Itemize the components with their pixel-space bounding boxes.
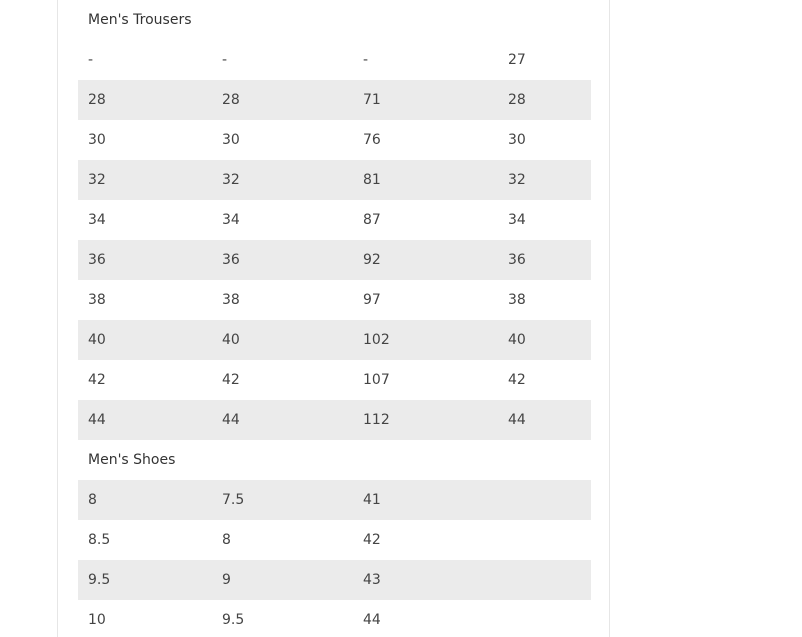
table-row: 42 42 107 42 bbox=[78, 360, 591, 400]
table-cell: 41 bbox=[363, 492, 381, 508]
table-cell: 40 bbox=[508, 332, 526, 348]
table-cell: 30 bbox=[508, 132, 526, 148]
table-cell: 36 bbox=[508, 252, 526, 268]
table-cell: 44 bbox=[222, 412, 240, 428]
table-cell: 97 bbox=[363, 292, 381, 308]
table-cell: 34 bbox=[508, 212, 526, 228]
table-row: 8 7.5 41 bbox=[78, 480, 591, 520]
table-row: 32 32 81 32 bbox=[78, 160, 591, 200]
table-cell: 40 bbox=[222, 332, 240, 348]
table-row: 28 28 71 28 bbox=[78, 80, 591, 120]
table-cell: 28 bbox=[222, 92, 240, 108]
size-chart-table: Men's Trousers - - - 27 28 28 71 28 30 3… bbox=[78, 0, 591, 637]
table-cell: 44 bbox=[88, 412, 106, 428]
table-cell: 30 bbox=[222, 132, 240, 148]
table-cell: 44 bbox=[508, 412, 526, 428]
size-chart-panel: Men's Trousers - - - 27 28 28 71 28 30 3… bbox=[57, 0, 610, 637]
table-cell: - bbox=[363, 52, 369, 68]
table-cell: 28 bbox=[88, 92, 106, 108]
table-row: 8.5 8 42 bbox=[78, 520, 591, 560]
table-cell: 40 bbox=[88, 332, 106, 348]
table-cell: 9.5 bbox=[222, 612, 245, 628]
table-cell: 32 bbox=[222, 172, 240, 188]
table-cell: 30 bbox=[88, 132, 106, 148]
table-row: 44 44 112 44 bbox=[78, 400, 591, 440]
table-cell: - bbox=[88, 52, 94, 68]
table-cell: 27 bbox=[508, 52, 526, 68]
table-cell: 32 bbox=[508, 172, 526, 188]
table-cell: 42 bbox=[222, 372, 240, 388]
table-cell: 7.5 bbox=[222, 492, 245, 508]
table-row: 40 40 102 40 bbox=[78, 320, 591, 360]
table-cell: 42 bbox=[363, 532, 381, 548]
table-cell: 38 bbox=[222, 292, 240, 308]
table-cell: 8 bbox=[222, 532, 231, 548]
table-row: 36 36 92 36 bbox=[78, 240, 591, 280]
table-cell: 112 bbox=[363, 412, 390, 428]
table-cell: 34 bbox=[88, 212, 106, 228]
table-cell: 36 bbox=[222, 252, 240, 268]
table-row: 10 9.5 44 bbox=[78, 600, 591, 637]
table-cell: 38 bbox=[508, 292, 526, 308]
table-row: 9.5 9 43 bbox=[78, 560, 591, 600]
section-title-shoes: Men's Shoes bbox=[88, 452, 176, 468]
table-cell: 32 bbox=[88, 172, 106, 188]
table-cell: 38 bbox=[88, 292, 106, 308]
table-cell: 10 bbox=[88, 612, 106, 628]
table-cell: 42 bbox=[508, 372, 526, 388]
table-cell: 44 bbox=[363, 612, 381, 628]
table-cell: 43 bbox=[363, 572, 381, 588]
table-row: 30 30 76 30 bbox=[78, 120, 591, 160]
table-cell: 92 bbox=[363, 252, 381, 268]
table-cell: 9.5 bbox=[88, 572, 111, 588]
section-title-trousers: Men's Trousers bbox=[88, 12, 192, 28]
table-cell: 9 bbox=[222, 572, 231, 588]
table-row: 34 34 87 34 bbox=[78, 200, 591, 240]
table-row: 38 38 97 38 bbox=[78, 280, 591, 320]
table-cell: 42 bbox=[88, 372, 106, 388]
table-cell: 107 bbox=[363, 372, 390, 388]
table-cell: 8.5 bbox=[88, 532, 111, 548]
table-cell: 81 bbox=[363, 172, 381, 188]
table-cell: 8 bbox=[88, 492, 97, 508]
table-cell: 71 bbox=[363, 92, 381, 108]
table-cell: 36 bbox=[88, 252, 106, 268]
table-cell: 28 bbox=[508, 92, 526, 108]
table-cell: - bbox=[222, 52, 228, 68]
table-row: - - - 27 bbox=[78, 40, 591, 80]
table-cell: 102 bbox=[363, 332, 390, 348]
table-cell: 87 bbox=[363, 212, 381, 228]
table-cell: 34 bbox=[222, 212, 240, 228]
table-cell: 76 bbox=[363, 132, 381, 148]
